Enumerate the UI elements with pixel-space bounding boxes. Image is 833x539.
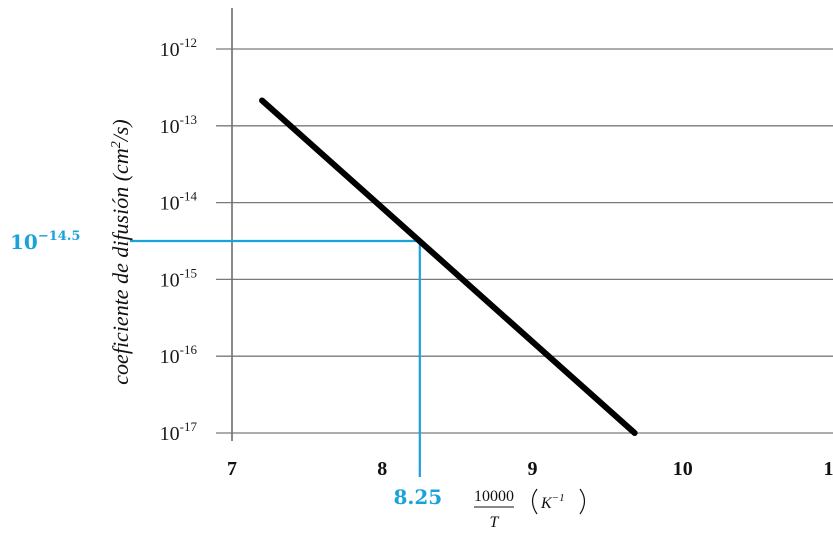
y-tick-label: 10-14 (160, 189, 198, 215)
x-tick-label: 9 (528, 458, 538, 480)
annotation-y-label: 10−14.5 (10, 229, 80, 254)
x-tick-labels: 7 8 9 10 11 (227, 458, 833, 480)
diffusion-line (259, 97, 638, 436)
y-tick-label: 10-16 (160, 342, 198, 368)
y-tick-label: 10-15 (160, 265, 197, 291)
x-label-unit: K−1 (540, 492, 565, 512)
x-label-numerator: 10000 (474, 488, 514, 505)
y-axis-label: coeficiente de difusión (cm2/s) (108, 119, 133, 384)
x-tick-label: 7 (227, 458, 237, 480)
x-tick-label: 10 (673, 458, 693, 480)
x-label-right-paren (579, 488, 586, 515)
y-tick-label: 10-17 (160, 419, 198, 445)
series-layer (259, 97, 638, 436)
annotation-lines: 10−14.5 8.25 (10, 229, 442, 509)
x-label-denominator: T (490, 514, 500, 531)
x-axis-label: 10000 T K−1 (474, 488, 586, 531)
annotation-x-label: 8.25 (393, 485, 442, 509)
x-tick-label: 8 (377, 458, 387, 480)
y-tick-label: 10-12 (160, 35, 197, 61)
y-tick-label: 10-13 (160, 112, 197, 138)
grid-lines (216, 48, 833, 434)
x-label-left-paren (531, 488, 538, 515)
x-tick-label: 11 (824, 458, 833, 480)
y-tick-labels: 10-12 10-13 10-14 10-15 10-16 10-17 (160, 35, 198, 445)
